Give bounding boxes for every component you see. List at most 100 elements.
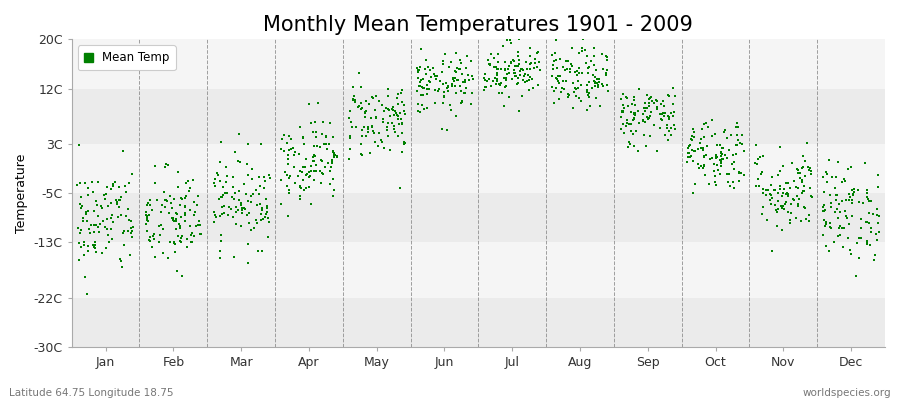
Point — [819, 169, 833, 175]
Point — [325, 160, 339, 166]
Point — [647, 122, 662, 128]
Point — [713, 142, 727, 148]
Point — [252, 174, 266, 180]
Point — [665, 85, 680, 92]
Point — [168, 226, 183, 232]
Point — [324, 164, 338, 170]
Point — [424, 74, 438, 80]
Point — [226, 174, 240, 180]
Point — [727, 159, 742, 165]
Point — [498, 59, 512, 65]
Point — [580, 106, 594, 113]
Point — [691, 161, 706, 167]
Point — [363, 150, 377, 156]
Point — [770, 172, 785, 178]
Point — [116, 242, 130, 248]
Point — [598, 52, 613, 59]
Point — [209, 214, 223, 220]
Point — [175, 214, 189, 220]
Point — [788, 178, 802, 184]
Point — [140, 217, 154, 224]
Point — [825, 174, 840, 180]
Point — [381, 120, 395, 126]
Point — [282, 146, 296, 153]
Point — [286, 164, 301, 170]
Point — [102, 239, 116, 246]
Point — [361, 124, 375, 130]
Point — [523, 61, 537, 68]
Point — [590, 94, 604, 101]
Point — [88, 222, 103, 228]
Point — [624, 109, 638, 116]
Point — [94, 203, 109, 209]
Point — [478, 77, 492, 83]
Point — [586, 78, 600, 85]
Point — [714, 158, 728, 164]
Point — [415, 102, 429, 108]
Point — [823, 224, 837, 230]
Point — [90, 202, 104, 209]
Point — [413, 92, 428, 98]
Point — [224, 206, 238, 212]
Point — [624, 128, 638, 134]
Point — [395, 130, 410, 136]
Point — [550, 76, 564, 82]
Point — [71, 225, 86, 231]
Point — [207, 219, 221, 226]
Point — [357, 114, 372, 120]
Point — [578, 47, 592, 54]
Point — [575, 70, 590, 76]
Point — [570, 71, 584, 78]
Point — [497, 74, 511, 81]
Point — [227, 254, 241, 260]
Point — [96, 218, 111, 224]
Point — [98, 196, 112, 203]
Point — [297, 164, 311, 170]
Point — [562, 69, 577, 76]
Point — [354, 150, 368, 157]
Point — [104, 212, 119, 218]
Point — [638, 105, 652, 111]
Point — [163, 239, 177, 245]
Point — [526, 84, 540, 91]
Point — [802, 166, 816, 173]
Point — [100, 216, 114, 222]
Point — [638, 119, 652, 126]
Point — [372, 130, 386, 136]
Point — [422, 77, 436, 84]
Point — [627, 112, 642, 118]
Point — [454, 60, 469, 66]
Point — [416, 76, 430, 82]
Point — [393, 109, 408, 116]
Point — [511, 36, 526, 42]
Point — [832, 223, 847, 230]
Point — [263, 175, 277, 181]
Point — [500, 76, 514, 83]
Point — [112, 204, 126, 210]
Point — [140, 218, 155, 224]
Point — [629, 128, 643, 134]
Point — [417, 85, 431, 92]
Point — [650, 104, 664, 110]
Point — [159, 161, 174, 168]
Point — [574, 82, 589, 89]
Point — [142, 211, 157, 218]
Point — [581, 93, 596, 100]
Point — [194, 230, 209, 237]
Point — [832, 224, 847, 231]
Point — [74, 244, 88, 250]
Point — [760, 187, 775, 193]
Point — [140, 209, 154, 215]
Point — [491, 50, 506, 57]
Point — [861, 210, 876, 216]
Point — [274, 146, 288, 152]
Point — [796, 188, 811, 195]
Point — [104, 200, 119, 206]
Point — [666, 113, 680, 120]
Point — [445, 83, 459, 89]
Point — [616, 107, 630, 114]
Point — [299, 185, 313, 192]
Point — [720, 155, 734, 161]
Point — [241, 198, 256, 204]
Point — [756, 203, 770, 210]
